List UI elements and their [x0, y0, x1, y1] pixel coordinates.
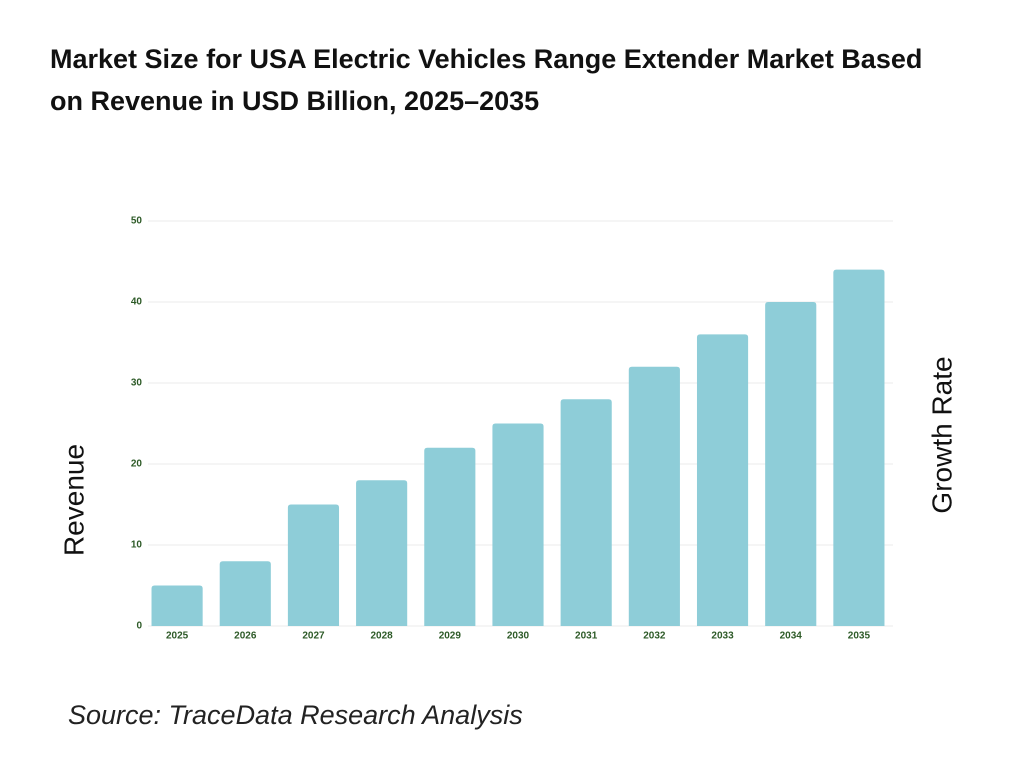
x-tick-label: 2033: [711, 631, 734, 642]
bar: [492, 423, 544, 626]
chart-title: Market Size for USA Electric Vehicles Ra…: [50, 44, 923, 116]
x-tick-label: 2029: [439, 631, 462, 642]
bar: [628, 366, 680, 626]
x-tick-label: 2031: [575, 631, 598, 642]
x-tick-label: 2030: [507, 631, 530, 642]
bar: [287, 504, 340, 626]
y2-axis-label: Growth Rate: [926, 356, 957, 513]
x-tick-label: 2026: [234, 631, 257, 642]
source-note: Source: TraceData Research Analysis: [68, 700, 523, 730]
bar: [765, 302, 817, 626]
bar: [356, 480, 408, 626]
x-tick-label: 2034: [780, 631, 803, 642]
y-tick-label: 50: [131, 216, 143, 227]
y-axis-label: Revenue: [58, 444, 89, 556]
x-tick-label: 2032: [643, 631, 666, 642]
bar: [151, 585, 203, 626]
y-tick-label: 40: [131, 297, 143, 308]
bar: [833, 269, 885, 626]
x-tick-label: 2027: [302, 631, 325, 642]
x-tick-label: 2025: [166, 631, 189, 642]
bar: [219, 561, 271, 626]
y-tick-label: 30: [131, 378, 143, 389]
y-tick-label: 20: [131, 459, 143, 470]
y-tick-label: 10: [131, 540, 143, 551]
bar: [560, 399, 612, 626]
y-tick-label: 0: [136, 621, 142, 632]
x-tick-label: 2028: [371, 631, 394, 642]
bar: [424, 447, 476, 626]
x-tick-label: 2035: [848, 631, 871, 642]
bar: [696, 334, 749, 626]
